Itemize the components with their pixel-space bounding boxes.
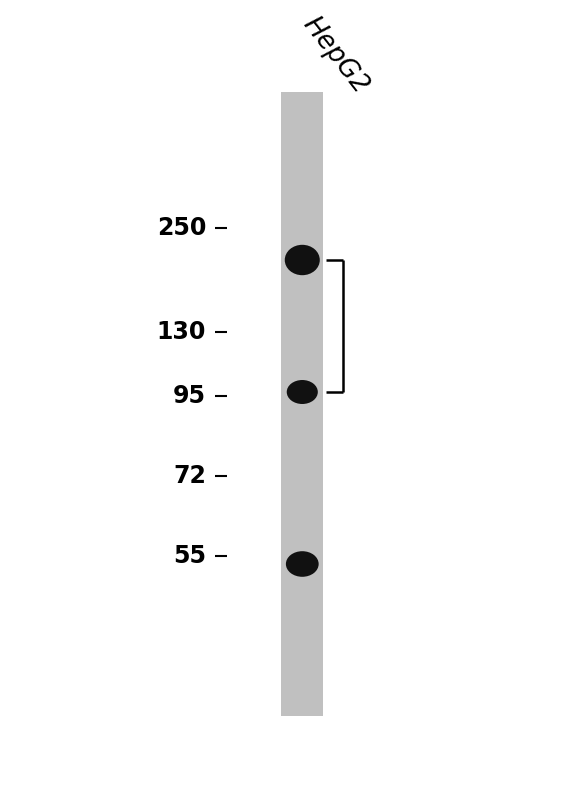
Text: 72: 72 [173, 464, 206, 488]
Text: 55: 55 [173, 544, 206, 568]
Ellipse shape [285, 245, 320, 275]
Text: HepG2: HepG2 [297, 13, 373, 99]
Text: 95: 95 [173, 384, 206, 408]
Text: 250: 250 [157, 216, 206, 240]
Text: 130: 130 [157, 320, 206, 344]
FancyBboxPatch shape [281, 92, 323, 716]
Ellipse shape [287, 380, 318, 404]
Ellipse shape [286, 551, 319, 577]
